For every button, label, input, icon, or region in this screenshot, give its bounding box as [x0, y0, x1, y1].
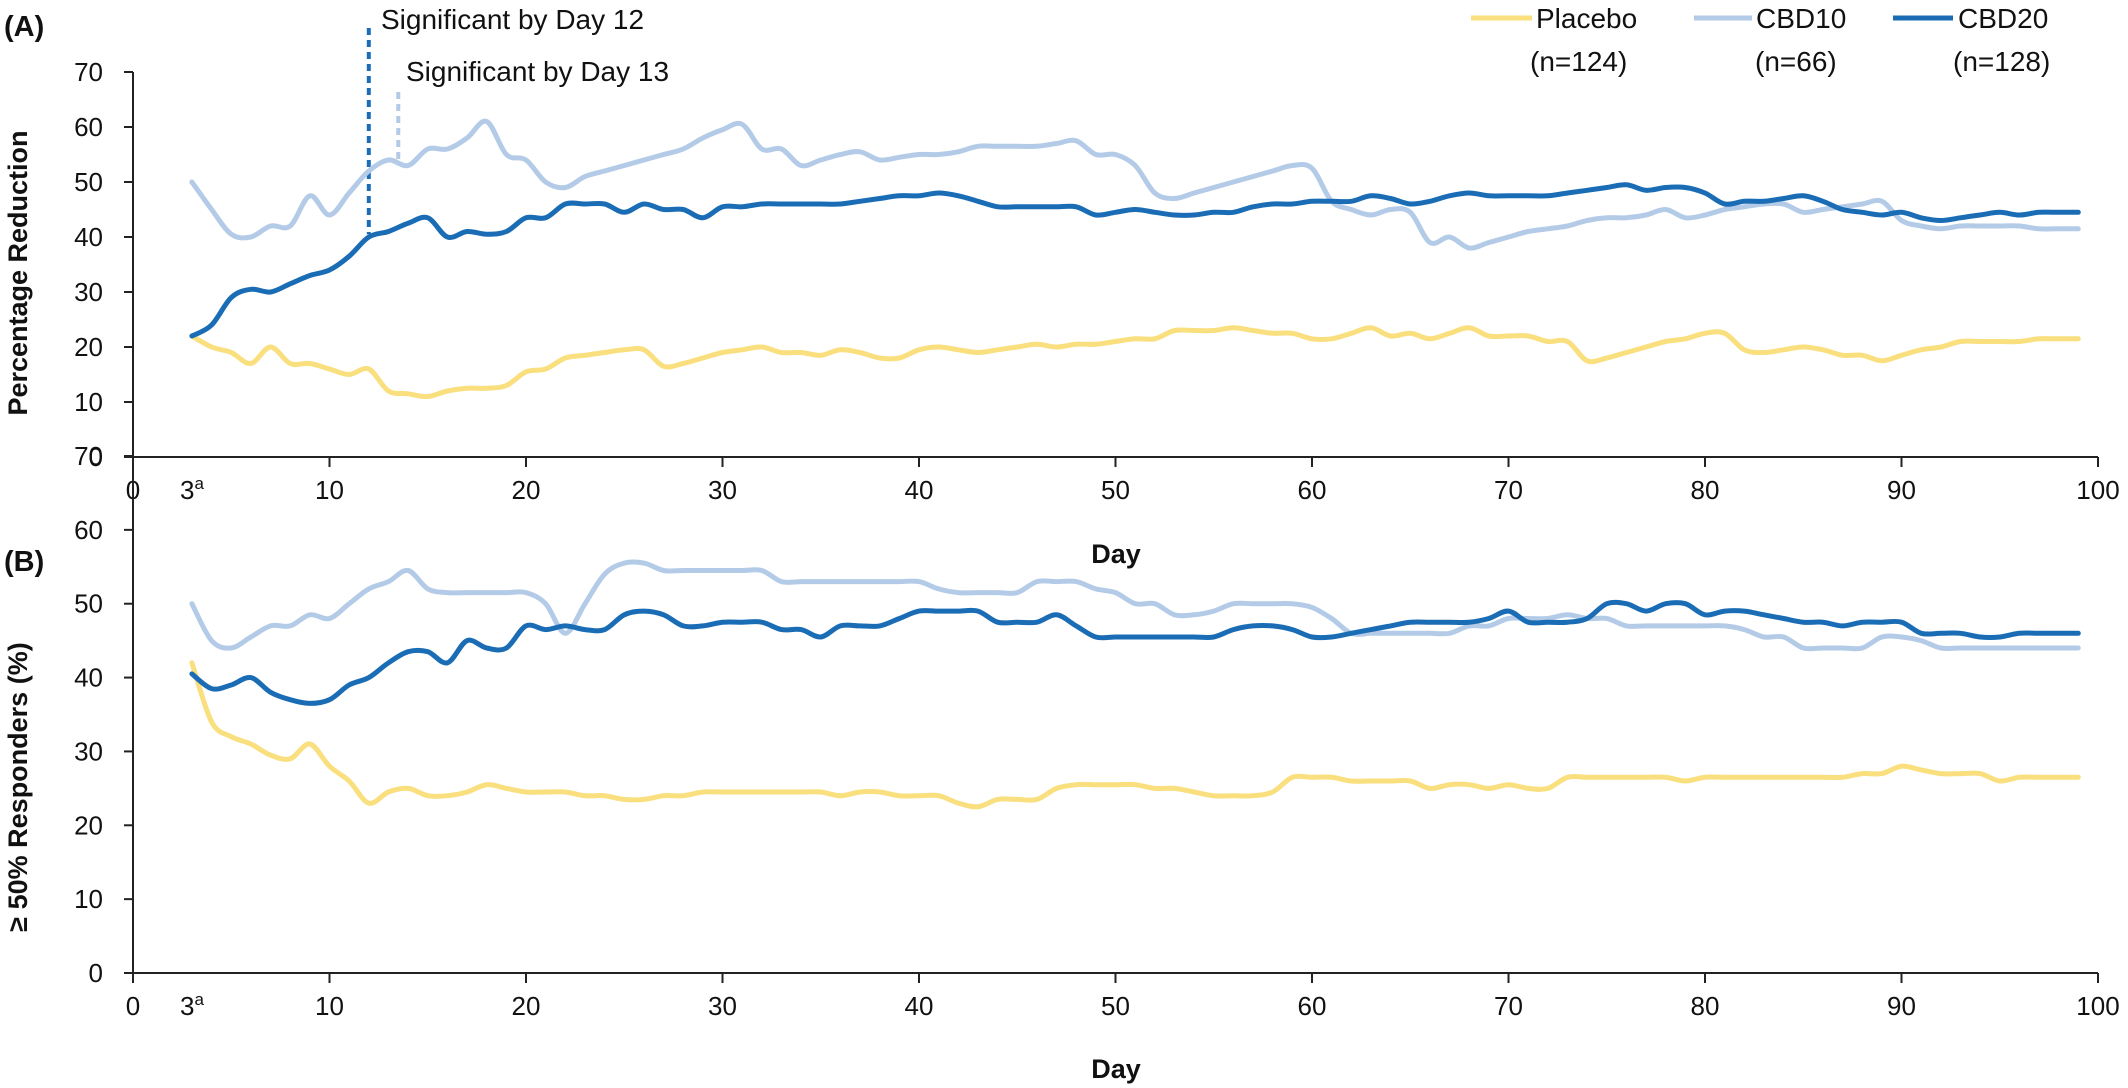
y-tick-label: 10 [74, 884, 103, 914]
x-tick-label: 20 [512, 991, 541, 1021]
y-tick-label: 30 [74, 277, 103, 307]
y-tick-label: 0 [89, 442, 103, 472]
series-line-cbd10 [189, 559, 2081, 652]
x-tick-label: 10 [315, 475, 344, 505]
x-tick-label: 90 [1887, 991, 1916, 1021]
x-tick-label: 50 [1101, 991, 1130, 1021]
y-tick-label: 40 [74, 663, 103, 693]
x-tick-label: 40 [905, 475, 934, 505]
y-tick-label: 70 [74, 441, 103, 471]
y-tick-label: 0 [89, 958, 103, 988]
legend-item-cbd20: CBD20 (n=128) [1893, 3, 2050, 77]
x-tick-label: 3a [180, 990, 204, 1021]
panel-b-y-axis-title: ≥ 50% Responders (%) [3, 642, 33, 931]
annotation-significant-day-12: Significant by Day 12 [381, 4, 644, 35]
panel-a-x-axis-title: Day [1091, 539, 1141, 569]
y-tick-label: 60 [74, 112, 103, 142]
legend-label-placebo: Placebo [1536, 3, 1637, 34]
y-tick-label: 70 [74, 57, 103, 87]
y-tick-label: 20 [74, 332, 103, 362]
panel-a-percentage-reduction: (A) Percentage Reduction Day Significant… [3, 4, 2120, 569]
y-tick-label: 10 [74, 387, 103, 417]
legend-label-cbd10: CBD10 [1756, 3, 1846, 34]
series-line-cbd10 [189, 118, 2081, 251]
x-tick-label: 60 [1298, 475, 1327, 505]
panel-b-responders: (B) ≥ 50% Responders (%) Day 0 10 20 30 40 50… [3, 441, 2120, 1084]
y-tick-label: 60 [74, 515, 103, 545]
y-tick-label: 50 [74, 589, 103, 619]
legend-n-cbd10: (n=66) [1755, 46, 1837, 77]
y-tick-label: 20 [74, 810, 103, 840]
panel-b-x-axis-title: Day [1091, 1054, 1141, 1084]
x-tick-label: 0 [126, 991, 140, 1021]
x-tick-label: 30 [708, 991, 737, 1021]
x-tick-label: 70 [1494, 991, 1523, 1021]
x-tick-label: 60 [1298, 991, 1327, 1021]
x-tick-label: 50 [1101, 475, 1130, 505]
legend-item-placebo: Placebo (n=124) [1471, 3, 1637, 77]
x-tick-label: 90 [1887, 475, 1916, 505]
y-tick-label: 30 [74, 736, 103, 766]
x-tick-label: 30 [708, 475, 737, 505]
x-tick-label: 100 [2076, 475, 2119, 505]
x-tick-superscript: a [194, 474, 204, 493]
x-tick-label: 40 [905, 991, 934, 1021]
x-tick-superscript: a [194, 990, 204, 1009]
panel-a-y-axis-title: Percentage Reduction [3, 130, 33, 415]
legend-n-cbd20: (n=128) [1953, 46, 2050, 77]
y-tick-label: 40 [74, 222, 103, 252]
annotation-significant-day-13: Significant by Day 13 [406, 56, 669, 87]
legend-label-cbd20: CBD20 [1958, 3, 2048, 34]
x-tick-label: 10 [315, 991, 344, 1021]
series-line-placebo [189, 325, 2081, 400]
legend: Placebo (n=124) CBD10 (n=66) CBD20 (n=12… [1471, 3, 2050, 77]
x-tick-label: 70 [1494, 475, 1523, 505]
x-tick-label: 80 [1691, 991, 1720, 1021]
y-tick-label: 50 [74, 167, 103, 197]
panel-a-annotations: Significant by Day 12 Significant by Day… [381, 4, 669, 87]
panel-b-label: (B) [4, 546, 44, 578]
legend-item-cbd10: CBD10 (n=66) [1694, 3, 1846, 77]
series-line-cbd20 [189, 599, 2081, 706]
x-tick-label: 20 [512, 475, 541, 505]
x-tick-label: 3a [180, 474, 204, 505]
series-line-placebo [189, 660, 2081, 810]
x-tick-label: 100 [2076, 991, 2119, 1021]
panel-a-label: (A) [4, 11, 44, 43]
legend-n-placebo: (n=124) [1530, 46, 1627, 77]
x-tick-label: 80 [1691, 475, 1720, 505]
series-line-cbd20 [189, 182, 2081, 339]
